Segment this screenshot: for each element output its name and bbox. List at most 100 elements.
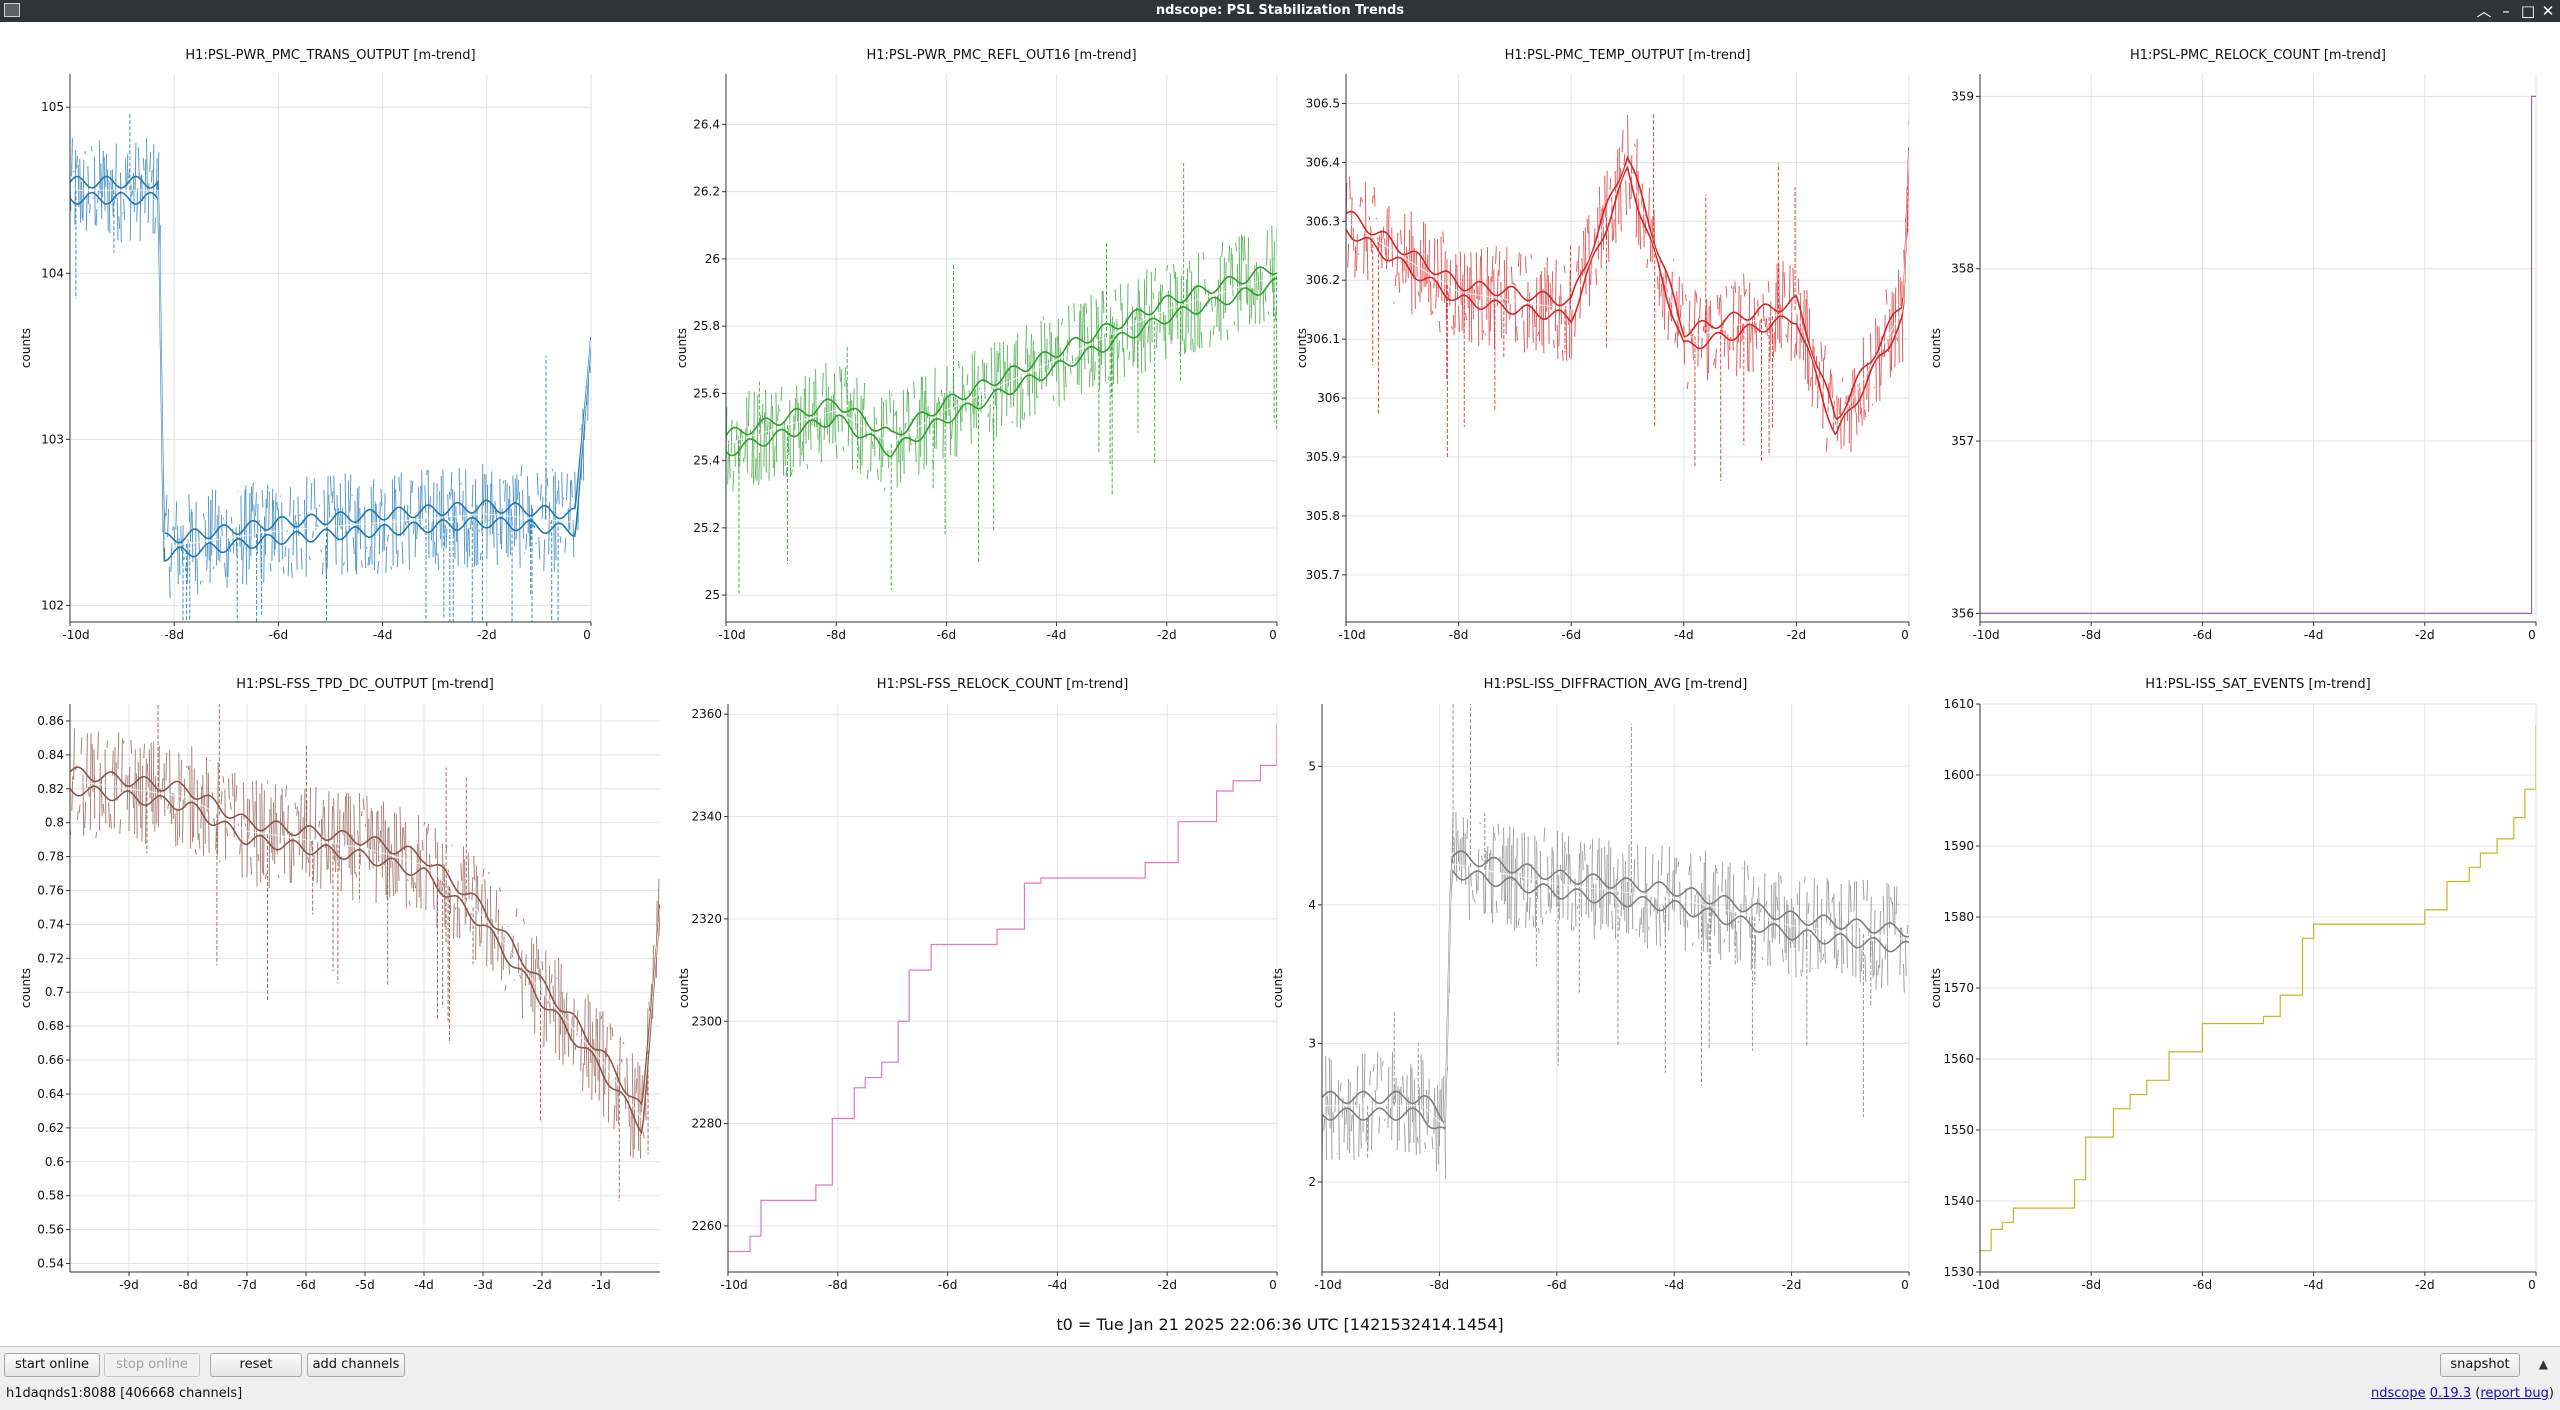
max-trace xyxy=(1346,147,1909,421)
plot-panel-7[interactable]: H1:PSL-ISS_DIFFRACTION_AVG [m-trend] 5 4 3 2… xyxy=(1271,677,1910,1292)
y-tick-label: 104 xyxy=(41,266,64,280)
y-tick-label: 0.7 xyxy=(45,985,64,999)
y-tick-label: 357 xyxy=(1951,434,1974,448)
x-tick-label: -10d xyxy=(720,1278,747,1292)
plot-panel-4[interactable]: H1:PSL-PMC_RELOCK_COUNT [m-trend] 359 358 3… xyxy=(1929,48,2537,642)
plot-title: H1:PSL-ISS_DIFFRACTION_AVG [m-trend] xyxy=(1484,677,1748,692)
plot-panel-5[interactable]: H1:PSL-FSS_TPD_DC_OUTPUT [m-trend] 0.86 0.… xyxy=(19,628,661,1292)
x-tick-label: -3d xyxy=(473,1278,493,1292)
y-axis-label: counts xyxy=(19,328,33,368)
x-tick-label: -4d xyxy=(2304,628,2324,642)
x-tick-label: -7d xyxy=(237,1278,257,1292)
x-tick-label: -6d xyxy=(1547,1278,1567,1292)
trace xyxy=(726,162,1277,597)
plot-title: H1:PSL-FSS_RELOCK_COUNT [m-trend] xyxy=(877,677,1129,692)
x-tick-label: 0 xyxy=(2528,1278,2536,1292)
mean-trace xyxy=(1346,150,1909,427)
y-tick-label: 0.72 xyxy=(37,951,64,965)
trace xyxy=(1980,95,2536,614)
x-tick-label: -4d xyxy=(373,628,393,642)
y-tick-label: 26 xyxy=(705,252,720,266)
minimize-icon[interactable]: – xyxy=(2502,2,2510,20)
x-tick-label: -2d xyxy=(2415,1278,2435,1292)
y-tick-label: 2280 xyxy=(691,1117,722,1131)
x-tick-label: -5d xyxy=(355,1278,375,1292)
y-tick-label: 26.4 xyxy=(693,117,720,131)
glitch-spikes xyxy=(75,114,559,622)
y-tick-label: 0.78 xyxy=(37,850,64,864)
y-tick-label: 0.58 xyxy=(37,1189,64,1203)
keep-above-icon[interactable]: ︿ xyxy=(2476,2,2492,20)
y-tick-label: 306 xyxy=(1317,391,1340,405)
version-link[interactable]: 0.19.3 xyxy=(2429,1386,2472,1401)
plot-title: H1:PSL-PMC_TEMP_OUTPUT [m-trend] xyxy=(1505,48,1751,63)
y-tick-label: 306.2 xyxy=(1306,273,1340,287)
y-axis-label: counts xyxy=(19,968,33,1008)
x-tick-label: -4d xyxy=(414,1278,434,1292)
x-tick-label: -8d xyxy=(1449,628,1469,642)
plot-panel-8[interactable]: H1:PSL-ISS_SAT_EVENTS [m-trend] 1610 1600 1… xyxy=(1929,677,2537,1292)
y-axis-label: counts xyxy=(1929,328,1943,368)
version-info: ndscope 0.19.3 (report bug) xyxy=(2370,1386,2554,1401)
x-tick-label: -4d xyxy=(1047,628,1067,642)
y-tick-label: 25.6 xyxy=(693,386,720,400)
y-tick-label: 3 xyxy=(1308,1036,1316,1050)
y-tick-label: 102 xyxy=(41,598,64,612)
y-tick-label: 4 xyxy=(1308,898,1316,912)
x-tick-label: -10d xyxy=(1314,1278,1341,1292)
y-tick-label: 0.68 xyxy=(37,1019,64,1033)
start-online-button[interactable]: start online xyxy=(4,1353,100,1377)
plot-panel-6[interactable]: H1:PSL-FSS_RELOCK_COUNT [m-trend] 2360 234… xyxy=(677,677,1278,1292)
ndscope-link[interactable]: ndscope xyxy=(2370,1386,2426,1401)
maximize-icon[interactable]: □ xyxy=(2520,2,2536,20)
plots-canvas[interactable]: H1:PSL-PWR_PMC_TRANS_OUTPUT [m-trend] 105… xyxy=(0,22,2560,1352)
report-bug-link[interactable]: report bug xyxy=(2480,1386,2549,1401)
y-tick-label: 1530 xyxy=(1943,1265,1974,1279)
stop-online-button[interactable]: stop online xyxy=(104,1353,200,1377)
x-tick-label: -8d xyxy=(2081,628,2101,642)
y-tick-label: 1580 xyxy=(1943,910,1974,924)
x-tick-label: 0 xyxy=(1269,1278,1277,1292)
bottom-toolbar: start online stop online reset add chann… xyxy=(0,1346,2560,1410)
y-tick-label: 2320 xyxy=(691,912,722,926)
server-status: h1daqnds1:8088 [406668 channels] xyxy=(6,1386,243,1401)
y-tick-label: 306.3 xyxy=(1306,214,1340,228)
y-tick-label: 1560 xyxy=(1943,1052,1974,1066)
plot-panel-2[interactable]: H1:PSL-PWR_PMC_REFL_OUT16 [m-trend] 26.4 2… xyxy=(675,48,1278,642)
y-tick-label: 0.6 xyxy=(45,1155,64,1169)
y-tick-label: 358 xyxy=(1951,262,1974,276)
x-tick-label: -8d xyxy=(826,628,846,642)
x-tick-label: -8d xyxy=(178,1278,198,1292)
plot-grid[interactable]: H1:PSL-PWR_PMC_TRANS_OUTPUT [m-trend] 105… xyxy=(0,22,2560,1352)
x-tick-label: -8d xyxy=(164,628,184,642)
plot-title: H1:PSL-PMC_RELOCK_COUNT [m-trend] xyxy=(2130,48,2386,63)
y-tick-label: 2260 xyxy=(691,1219,722,1233)
snapshot-button[interactable]: snapshot xyxy=(2440,1353,2520,1377)
x-tick-label: -4d xyxy=(1048,1278,1068,1292)
x-tick-label: -10d xyxy=(1972,628,1999,642)
y-tick-label: 0.82 xyxy=(37,782,64,796)
reset-button[interactable]: reset xyxy=(210,1353,302,1377)
y-tick-label: 0.8 xyxy=(45,816,64,830)
plot-panel-1[interactable]: H1:PSL-PWR_PMC_TRANS_OUTPUT [m-trend] 105… xyxy=(19,48,592,721)
y-axis-label: counts xyxy=(1295,328,1309,368)
mean-trace xyxy=(70,189,591,548)
x-tick-label: -2d xyxy=(477,628,497,642)
x-tick-label: -10d xyxy=(62,628,89,642)
glitch-spikes xyxy=(1372,113,1909,481)
y-tick-label: 305.8 xyxy=(1306,509,1340,523)
window-titlebar: ndscope: PSL Stabilization Trends ︿ – □ … xyxy=(0,0,2560,22)
x-tick-label: -2d xyxy=(1157,628,1177,642)
add-channels-button[interactable]: add channels xyxy=(307,1353,405,1377)
plot-panel-3[interactable]: H1:PSL-PMC_TEMP_OUTPUT [m-trend] 306.5 306… xyxy=(1295,48,1910,642)
y-tick-label: 1610 xyxy=(1943,697,1974,711)
y-tick-label: 306.4 xyxy=(1306,155,1340,169)
close-icon[interactable]: ✕ xyxy=(2541,2,2555,20)
min-trace xyxy=(70,191,591,562)
x-tick-label: -6d xyxy=(269,628,289,642)
mean-trace xyxy=(70,779,660,1120)
window-title: ndscope: PSL Stabilization Trends xyxy=(1155,3,1405,18)
x-tick-label: -10d xyxy=(718,628,745,642)
y-tick-label: 1540 xyxy=(1943,1194,1974,1208)
collapse-triangle-icon[interactable]: ▲ xyxy=(2538,1357,2548,1371)
